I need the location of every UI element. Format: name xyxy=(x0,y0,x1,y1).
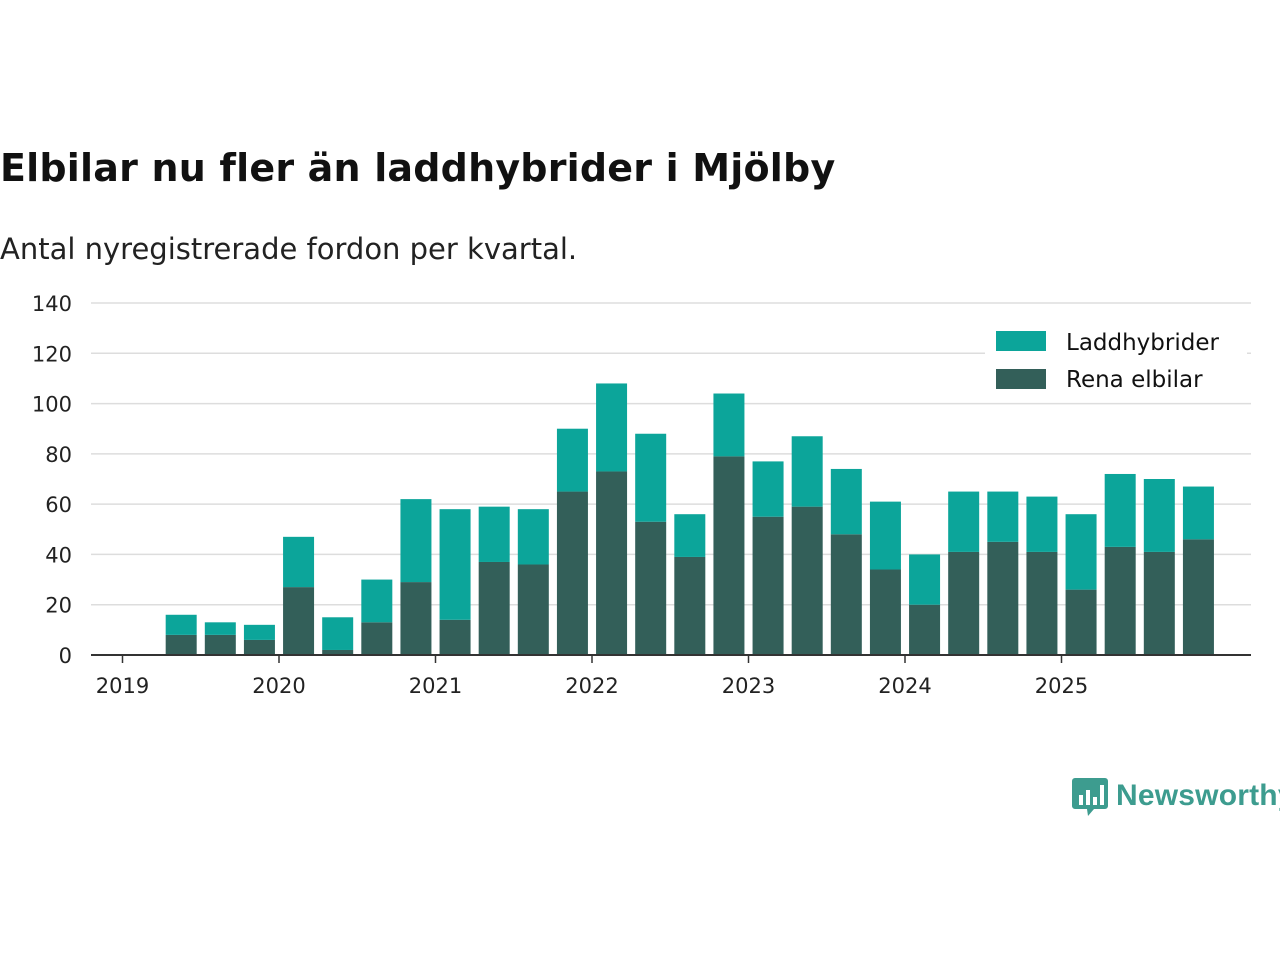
bar-laddhybrider-2023-q2 xyxy=(791,436,823,507)
y-tick-label: 140 xyxy=(32,292,72,316)
bar-laddhybrider-2021-q1 xyxy=(439,509,471,620)
bar-laddhybrider-2024-q4 xyxy=(1026,496,1058,552)
bar-rena-elbilar-2024-q4 xyxy=(1026,551,1058,655)
bar-rena-elbilar-2024-q1 xyxy=(909,604,941,655)
bar-laddhybrider-2022-q3 xyxy=(674,514,706,557)
bar-rena-elbilar-2021-q2 xyxy=(478,561,510,655)
bar-laddhybrider-2024-q3 xyxy=(987,491,1019,542)
bar-laddhybrider-2020-q4 xyxy=(400,499,432,583)
y-tick-label: 100 xyxy=(32,393,72,417)
bar-laddhybrider-2023-q3 xyxy=(830,468,862,535)
bars xyxy=(165,383,1214,655)
bar-laddhybrider-2024-q2 xyxy=(948,491,980,552)
bar-laddhybrider-2021-q2 xyxy=(478,506,510,562)
bar-rena-elbilar-2023-q3 xyxy=(830,534,862,655)
bar-laddhybrider-2019-q2 xyxy=(165,614,197,635)
x-tick-label: 2022 xyxy=(565,674,618,698)
bar-rena-elbilar-2024-q2 xyxy=(948,551,980,655)
bar-laddhybrider-2021-q4 xyxy=(556,428,588,492)
y-tick-label: 0 xyxy=(59,644,72,668)
bar-laddhybrider-2021-q3 xyxy=(517,509,549,565)
bar-rena-elbilar-2024-q3 xyxy=(987,541,1019,655)
y-tick-label: 120 xyxy=(32,342,72,366)
bar-laddhybrider-2025-q3 xyxy=(1143,479,1175,552)
bar-rena-elbilar-2020-q2 xyxy=(322,649,354,655)
bar-laddhybrider-2025-q2 xyxy=(1104,473,1136,547)
bar-laddhybrider-2022-q1 xyxy=(596,383,628,472)
bar-rena-elbilar-2020-q3 xyxy=(361,622,393,655)
bar-rena-elbilar-2022-q1 xyxy=(596,471,628,655)
chart-title: Elbilar nu fler än laddhybrider i Mjölby xyxy=(0,146,836,190)
x-tick-label: 2023 xyxy=(722,674,775,698)
y-tick-label: 60 xyxy=(45,493,72,517)
bar-rena-elbilar-2022-q4 xyxy=(713,456,745,655)
bar-laddhybrider-2020-q3 xyxy=(361,579,393,623)
bar-laddhybrider-2019-q3 xyxy=(204,622,236,635)
x-tick-label: 2021 xyxy=(409,674,462,698)
bar-rena-elbilar-2021-q4 xyxy=(556,491,588,655)
bar-rena-elbilar-2022-q3 xyxy=(674,556,706,655)
bar-laddhybrider-2020-q1 xyxy=(283,536,315,588)
legend-swatch-rena-elbilar xyxy=(996,369,1046,389)
chart-subtitle: Antal nyregistrerade fordon per kvartal. xyxy=(0,232,578,266)
bar-laddhybrider-2019-q4 xyxy=(243,624,275,640)
bar-rena-elbilar-2020-q4 xyxy=(400,582,432,655)
x-tick-label: 2025 xyxy=(1035,674,1088,698)
bar-rena-elbilar-2021-q1 xyxy=(439,619,471,655)
bar-laddhybrider-2022-q4 xyxy=(713,393,745,457)
bar-rena-elbilar-2025-q2 xyxy=(1104,546,1136,655)
bar-laddhybrider-2025-q4 xyxy=(1182,486,1214,540)
x-axis-ticks: 2019 2020 2021 2022 2023 2024 2025 xyxy=(96,655,1088,698)
bar-rena-elbilar-2020-q1 xyxy=(283,587,315,655)
y-tick-label: 40 xyxy=(45,543,72,567)
bar-rena-elbilar-2023-q1 xyxy=(752,516,784,655)
bar-laddhybrider-2020-q2 xyxy=(322,617,354,650)
bar-rena-elbilar-2019-q3 xyxy=(204,634,236,655)
legend-swatch-laddhybrider xyxy=(996,331,1046,351)
bar-laddhybrider-2023-q1 xyxy=(752,461,784,517)
x-tick-label: 2019 xyxy=(96,674,149,698)
bar-rena-elbilar-2025-q3 xyxy=(1143,551,1175,655)
bar-laddhybrider-2024-q1 xyxy=(909,554,941,605)
bar-laddhybrider-2022-q2 xyxy=(635,433,667,522)
bar-laddhybrider-2023-q4 xyxy=(869,501,901,570)
bar-rena-elbilar-2022-q2 xyxy=(635,521,667,655)
bar-laddhybrider-2025-q1 xyxy=(1065,514,1097,590)
x-tick-label: 2024 xyxy=(878,674,931,698)
legend-label-rena-elbilar: Rena elbilar xyxy=(1066,367,1203,393)
bar-rena-elbilar-2023-q2 xyxy=(791,506,823,655)
legend: Laddhybrider Rena elbilar xyxy=(985,322,1247,402)
bar-rena-elbilar-2025-q1 xyxy=(1065,589,1097,655)
legend-label-laddhybrider: Laddhybrider xyxy=(1066,330,1219,356)
bar-rena-elbilar-2021-q3 xyxy=(517,564,549,655)
y-tick-label: 80 xyxy=(45,443,72,467)
x-tick-label: 2020 xyxy=(252,674,305,698)
bar-rena-elbilar-2025-q4 xyxy=(1182,539,1214,655)
bar-rena-elbilar-2019-q2 xyxy=(165,634,197,655)
newsworthy-logo-text: Newsworthy xyxy=(1116,779,1280,812)
y-tick-label: 20 xyxy=(45,594,72,618)
newsworthy-logo-icon xyxy=(1072,778,1108,816)
newsworthy-logo: Newsworthy xyxy=(1072,776,1280,816)
bar-rena-elbilar-2019-q4 xyxy=(243,639,275,655)
bar-rena-elbilar-2023-q4 xyxy=(869,569,901,655)
y-axis-ticks: 0 20 40 60 80 100 120 140 xyxy=(32,292,72,668)
